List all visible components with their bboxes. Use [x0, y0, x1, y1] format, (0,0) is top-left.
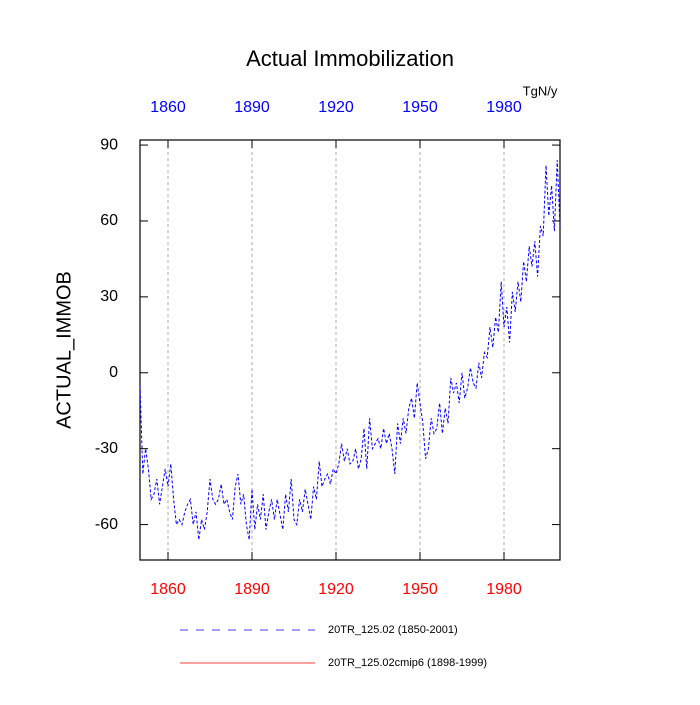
y-tick-label: -30: [95, 440, 118, 457]
x-tick-label-top: 1920: [318, 99, 354, 116]
units-label: TgN/y: [523, 83, 558, 98]
legend-label: 20TR_125.02cmip6 (1898-1999): [328, 657, 487, 669]
y-tick-label: 60: [100, 212, 118, 229]
y-tick-label: 90: [100, 136, 118, 153]
plot-frame: [139, 139, 561, 561]
x-tick-label: 1890: [234, 581, 270, 598]
x-tick-label: 1860: [150, 581, 186, 598]
x-tick-label-top: 1860: [150, 99, 186, 116]
chart-title: Actual Immobilization: [246, 46, 454, 71]
x-tick-label: 1950: [402, 581, 438, 598]
x-tick-label-top: 1950: [402, 99, 438, 116]
y-tick-label: -60: [95, 516, 118, 533]
x-tick-label-top: 1890: [234, 99, 270, 116]
series-line: [139, 160, 561, 540]
y-axis-label: ACTUAL_IMMOB: [53, 271, 75, 429]
y-tick-label: 0: [109, 364, 118, 381]
x-tick-label-top: 1980: [486, 99, 522, 116]
x-tick-label: 1980: [486, 581, 522, 598]
x-tick-label: 1920: [318, 581, 354, 598]
y-tick-label: 30: [100, 288, 118, 305]
legend-label: 20TR_125.02 (1850-2001): [328, 624, 458, 636]
